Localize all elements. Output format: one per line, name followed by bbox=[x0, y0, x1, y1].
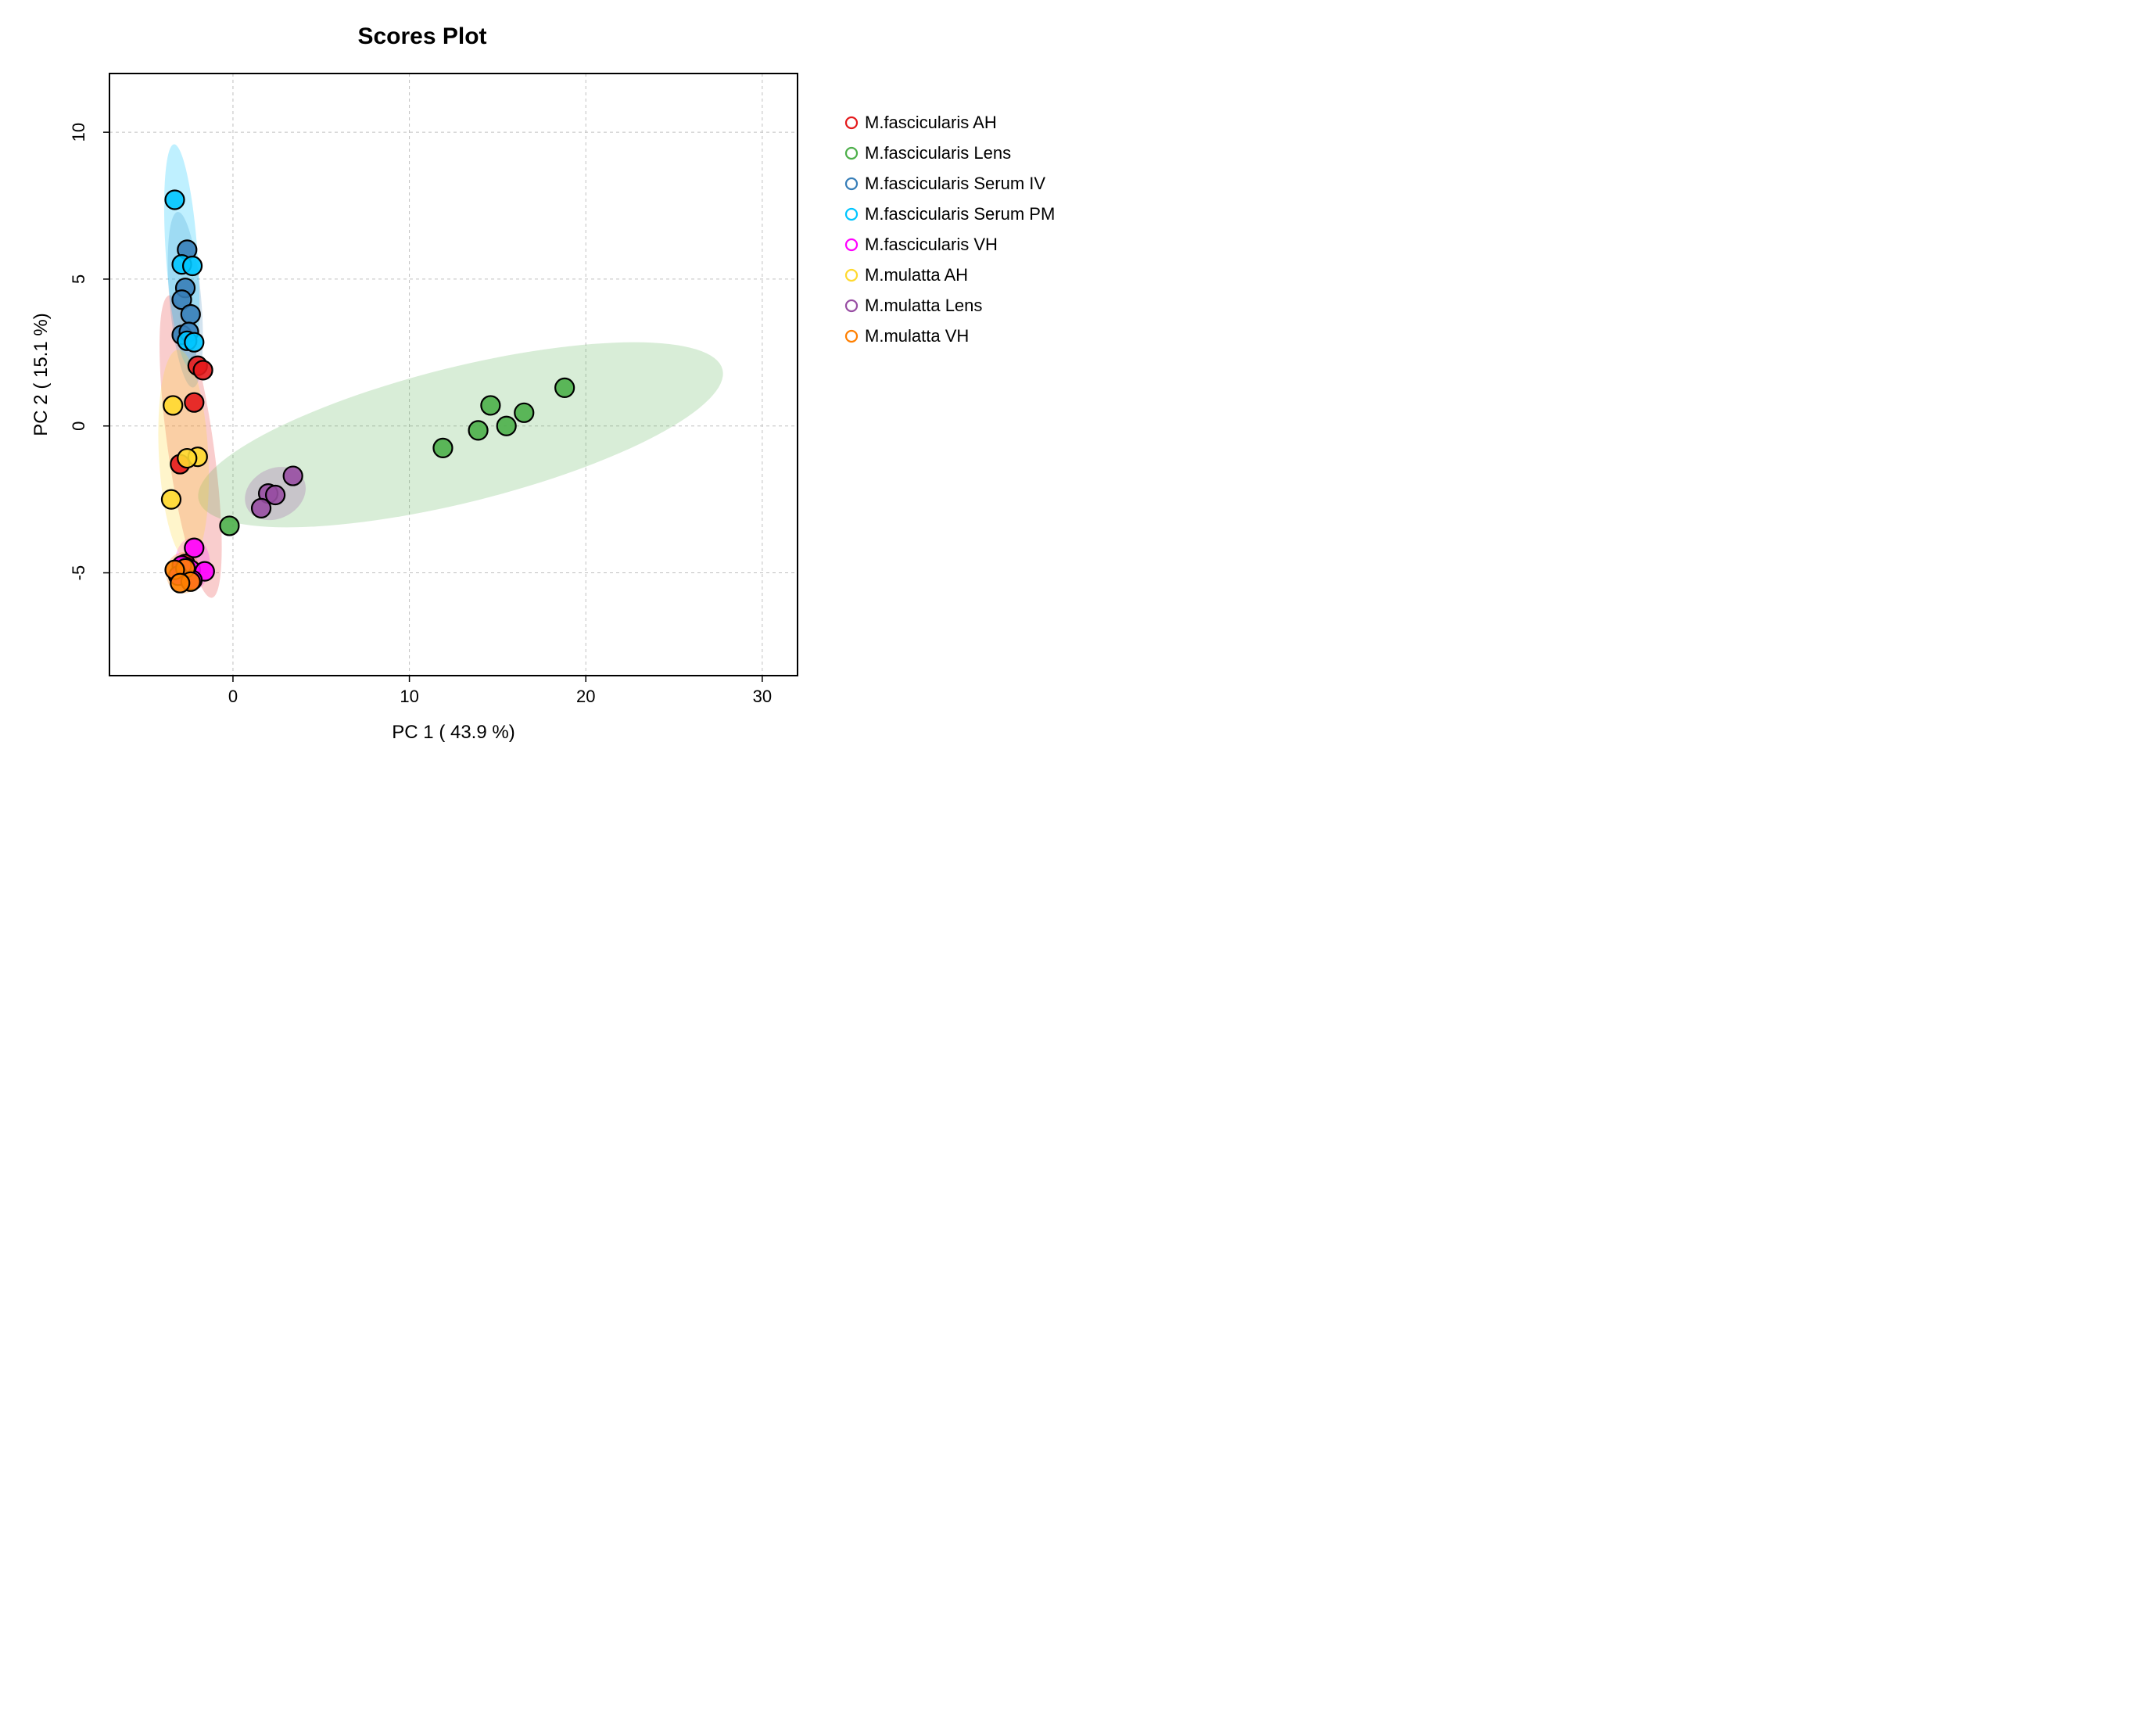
svg-text:10: 10 bbox=[400, 687, 418, 706]
legend-label: M.mulatta Lens bbox=[865, 292, 982, 318]
legend-marker-circle bbox=[846, 209, 857, 220]
legend-item-mm_vh: M.mulatta VH bbox=[844, 323, 1055, 349]
point-mf_vh bbox=[185, 539, 203, 558]
legend-item-mf_serum_iv: M.fascicularis Serum IV bbox=[844, 170, 1055, 196]
legend-label: M.mulatta VH bbox=[865, 323, 969, 349]
point-mf_serum_pm bbox=[185, 333, 203, 352]
point-mf_lens bbox=[497, 417, 516, 436]
point-mf_serum_pm bbox=[165, 191, 184, 210]
legend-item-mf_lens: M.fascicularis Lens bbox=[844, 140, 1055, 166]
point-mf_serum_pm bbox=[183, 256, 202, 275]
legend-label: M.mulatta AH bbox=[865, 262, 968, 288]
legend-item-mf_serum_pm: M.fascicularis Serum PM bbox=[844, 201, 1055, 227]
legend-marker-circle bbox=[846, 178, 857, 189]
point-mf_lens bbox=[469, 421, 488, 439]
point-mf_lens bbox=[433, 439, 452, 457]
legend-marker-circle bbox=[846, 270, 857, 281]
svg-text:30: 30 bbox=[753, 687, 772, 706]
svg-text:0: 0 bbox=[228, 687, 238, 706]
legend-label: M.fascicularis VH bbox=[865, 231, 998, 257]
legend-item-mf_ah: M.fascicularis AH bbox=[844, 109, 1055, 135]
point-mf_ah bbox=[194, 360, 213, 379]
x-axis-label: PC 1 ( 43.9 %) bbox=[392, 722, 514, 743]
point-mm_ah bbox=[162, 490, 181, 509]
legend: M.fascicularis AH M.fascicularis Lens M.fa… bbox=[844, 109, 1055, 353]
point-mm_vh bbox=[170, 574, 189, 593]
point-mf_ah bbox=[185, 393, 203, 412]
legend-label: M.fascicularis Serum IV bbox=[865, 170, 1045, 196]
y-axis-label: PC 2 ( 15.1 %) bbox=[30, 313, 52, 436]
svg-text:20: 20 bbox=[576, 687, 595, 706]
chart-title: Scores Plot bbox=[357, 23, 486, 50]
point-mf_lens bbox=[555, 378, 574, 397]
point-mm_lens bbox=[284, 467, 303, 486]
legend-label: M.fascicularis Lens bbox=[865, 140, 1011, 166]
legend-marker-circle bbox=[846, 148, 857, 159]
svg-text:5: 5 bbox=[69, 274, 88, 284]
legend-item-mm_ah: M.mulatta AH bbox=[844, 262, 1055, 288]
point-mm_ah bbox=[163, 396, 182, 414]
point-mm_lens bbox=[252, 499, 271, 518]
svg-text:10: 10 bbox=[69, 123, 88, 142]
point-mf_lens bbox=[481, 396, 500, 414]
legend-marker-circle bbox=[846, 239, 857, 250]
legend-label: M.fascicularis AH bbox=[865, 109, 997, 135]
point-mf_lens bbox=[514, 404, 533, 422]
point-mm_ah bbox=[177, 449, 196, 468]
legend-label: M.fascicularis Serum PM bbox=[865, 201, 1055, 227]
svg-text:-5: -5 bbox=[69, 565, 88, 581]
scores-plot: 0 10 20 30 -5 0 5 10 PC 1 ( 43.9 %) PC 2 ( 15.1 %… bbox=[23, 58, 821, 762]
legend-marker-circle bbox=[846, 117, 857, 128]
legend-marker-circle bbox=[846, 300, 857, 311]
point-mf_serum_iv bbox=[181, 305, 200, 324]
legend-marker-circle bbox=[846, 331, 857, 342]
legend-item-mf_vh: M.fascicularis VH bbox=[844, 231, 1055, 257]
svg-text:0: 0 bbox=[69, 421, 88, 431]
legend-item-mm_lens: M.mulatta Lens bbox=[844, 292, 1055, 318]
point-mf_lens bbox=[220, 516, 238, 535]
